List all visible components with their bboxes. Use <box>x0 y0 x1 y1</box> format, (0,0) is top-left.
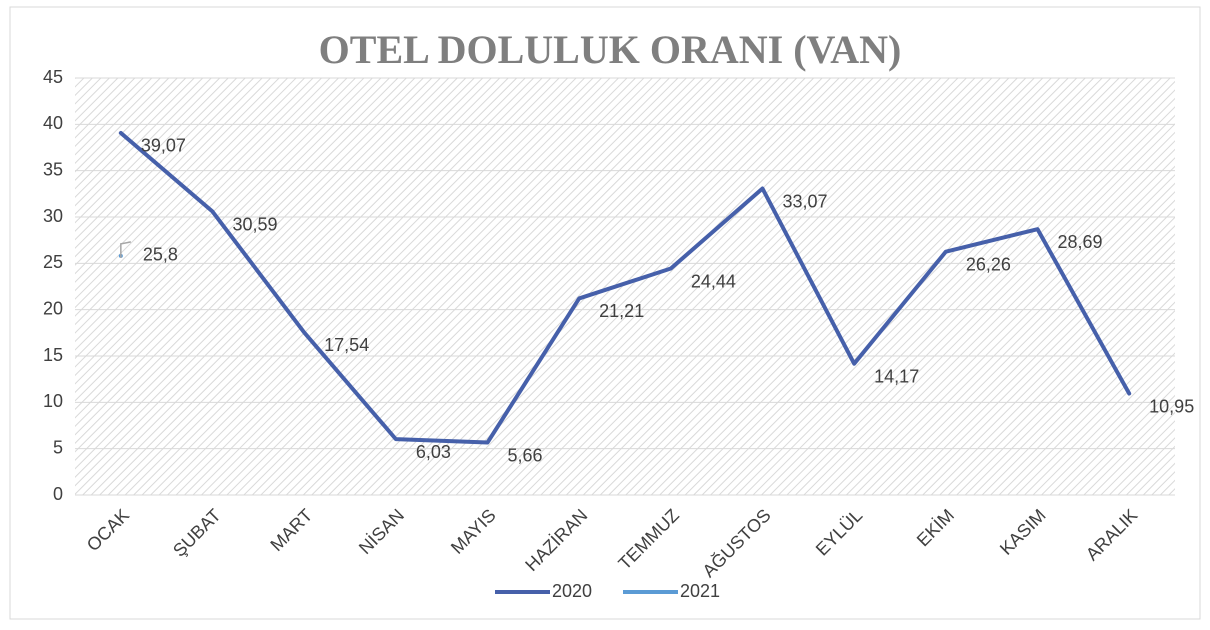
data-label: 17,54 <box>324 335 369 355</box>
y-tick-label: 45 <box>43 67 63 87</box>
y-tick-label: 15 <box>43 345 63 365</box>
y-tick-label: 30 <box>43 206 63 226</box>
data-label: 33,07 <box>783 191 828 211</box>
y-tick-label: 10 <box>43 391 63 411</box>
data-label: 30,59 <box>233 214 278 234</box>
data-label: 26,26 <box>966 254 1011 274</box>
data-label: 21,21 <box>599 301 644 321</box>
y-tick-label: 20 <box>43 298 63 318</box>
data-label: 6,03 <box>416 442 451 462</box>
data-label: 10,95 <box>1149 396 1194 416</box>
legend-label: 2021 <box>680 581 720 601</box>
data-label: 5,66 <box>508 445 543 465</box>
data-label: 14,17 <box>874 366 919 386</box>
data-label: 25,8 <box>143 245 178 265</box>
leader-line <box>120 241 131 258</box>
data-label: 39,07 <box>141 136 186 156</box>
data-label: 24,44 <box>691 271 736 291</box>
y-tick-label: 5 <box>53 437 63 457</box>
y-tick-label: 35 <box>43 159 63 179</box>
y-tick-label: 40 <box>43 113 63 133</box>
plot-area <box>75 78 1175 495</box>
series-line <box>118 130 1132 445</box>
legend-label: 2020 <box>552 581 592 601</box>
data-label: 28,69 <box>1058 232 1103 252</box>
y-tick-label: 0 <box>53 484 63 504</box>
y-tick-label: 25 <box>43 252 63 272</box>
chart-title: OTEL DOLULUK ORANI (VAN) <box>319 27 902 72</box>
